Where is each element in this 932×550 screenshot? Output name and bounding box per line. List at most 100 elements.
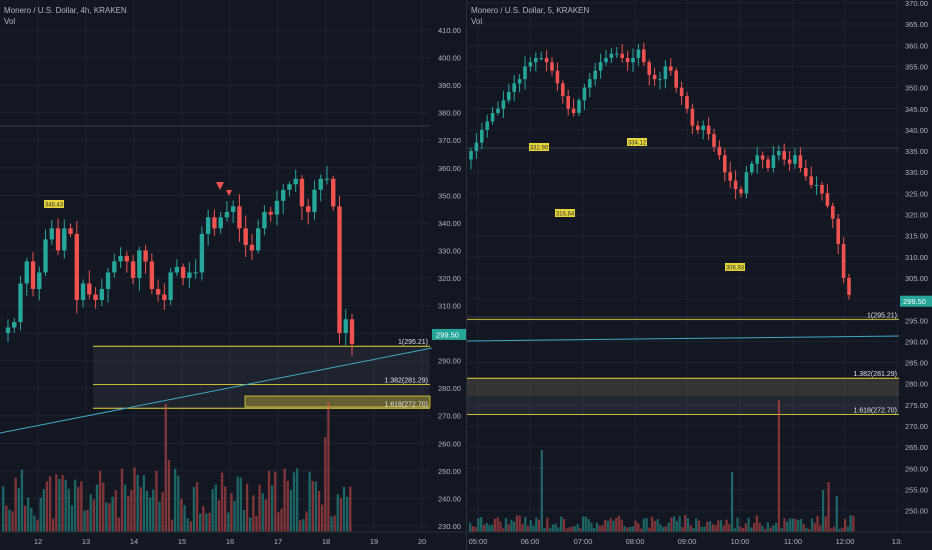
- fib-level-label: 1(295.21): [398, 339, 428, 346]
- price-axis-label: 280.00: [438, 384, 461, 393]
- candle-body: [620, 53, 624, 58]
- time-axis-label: 15: [178, 537, 186, 546]
- volume-bar: [761, 526, 764, 532]
- volume-bar: [277, 512, 280, 532]
- candle-body: [566, 96, 570, 109]
- price-axis-label: 325.00: [905, 189, 928, 198]
- volume-bar: [58, 479, 61, 532]
- volume-bar: [794, 518, 797, 532]
- volume-bar: [48, 475, 52, 532]
- volume-bar: [471, 526, 475, 532]
- price-axis-label: 250.00: [438, 467, 461, 476]
- volume-bar: [775, 522, 778, 532]
- trend-line: [467, 335, 900, 342]
- candle-body: [787, 159, 792, 164]
- volume-bar: [224, 486, 227, 532]
- annotation-box: [44, 200, 64, 208]
- volume-bar: [772, 525, 775, 532]
- fib-level-label: 1.618(272.70): [384, 401, 428, 408]
- annotation-box: [627, 138, 647, 146]
- volume-bar: [764, 528, 767, 532]
- candle-body: [149, 261, 155, 289]
- volume-bar: [838, 528, 841, 532]
- price-axis-label: 320.00: [905, 211, 928, 220]
- volume-bar: [102, 482, 105, 532]
- right-chart-pane[interactable]: Monero / U.S. Dollar, 5, KRAKEN Vol 1(29…: [466, 0, 932, 550]
- volume-bar: [568, 527, 571, 532]
- volume-bar: [543, 527, 546, 532]
- right-chart-canvas[interactable]: 1(295.21) 1.382(281.29) 1.618(272.70) 332.9…: [467, 0, 932, 550]
- volume-bar: [42, 489, 45, 532]
- price-axis-label: 290.00: [438, 357, 461, 366]
- volume-bar: [700, 526, 703, 532]
- volume-bar: [664, 526, 668, 532]
- volume-bar: [258, 484, 261, 532]
- candle-body: [744, 172, 749, 194]
- candle-body: [728, 172, 732, 181]
- price-axis-label: 350.00: [905, 84, 928, 93]
- left-chart-pane[interactable]: Monero / U.S. Dollar, 4h, KRAKEN Vol 1(2…: [0, 0, 466, 550]
- candle-body: [609, 53, 614, 58]
- volume-bar: [252, 495, 255, 532]
- right-candles: [469, 42, 851, 300]
- volume-bar: [164, 404, 167, 532]
- volume-bar: [242, 510, 246, 532]
- annotation-box: [529, 143, 549, 151]
- candle-body: [696, 125, 700, 130]
- fib-zone: [467, 378, 899, 396]
- volume-bar: [808, 528, 811, 532]
- candle-body: [679, 87, 684, 97]
- volume-bar: [205, 513, 208, 532]
- left-chart-canvas[interactable]: 1(295.21) 1.382(281.29) 1.618(272.70) 348.4…: [0, 0, 466, 550]
- candle-body: [669, 66, 673, 71]
- volume-bar: [189, 521, 192, 532]
- volume-bar: [133, 467, 136, 532]
- candle-body: [593, 70, 597, 80]
- price-axis-label: 250.00: [905, 507, 928, 516]
- time-axis-label: 09:00: [678, 537, 697, 546]
- volume-bar: [174, 468, 177, 532]
- volume-bar: [711, 524, 714, 532]
- candle-body: [625, 57, 630, 63]
- candle-body: [652, 74, 657, 80]
- annotation-box: [555, 209, 575, 217]
- candle-body: [299, 178, 305, 207]
- volume-bar: [631, 526, 634, 532]
- price-axis-label: 330.00: [905, 168, 928, 177]
- volume-bar: [639, 528, 643, 532]
- volume-bar: [598, 525, 601, 532]
- fib-zone: [93, 346, 430, 409]
- candle-body: [739, 189, 743, 194]
- volume-bar: [27, 497, 30, 532]
- volume-bar: [186, 518, 189, 532]
- volume-bar: [609, 518, 612, 532]
- volume-bar: [192, 487, 196, 532]
- candle-body: [187, 272, 192, 278]
- volume-bar: [324, 437, 327, 532]
- volume-bar: [675, 521, 679, 532]
- current-price-tag: [432, 328, 466, 340]
- volume-bar: [477, 518, 480, 532]
- volume-bar: [799, 519, 803, 532]
- candle-body: [814, 184, 819, 186]
- volume-bar: [524, 517, 527, 532]
- volume-bar: [714, 525, 717, 532]
- volume-bar: [195, 482, 199, 532]
- time-axis-label: 20: [418, 537, 426, 546]
- candle-body: [5, 327, 11, 334]
- fib-level-label: 1(295.21): [867, 312, 897, 319]
- volume-bar: [270, 485, 274, 532]
- candle-body: [804, 167, 808, 177]
- volume-bar: [551, 524, 554, 532]
- volume-bar: [5, 505, 8, 532]
- volume-bar: [819, 525, 822, 532]
- volume-bar: [180, 498, 183, 532]
- right-volume: [469, 400, 855, 532]
- candle-body: [663, 66, 668, 80]
- volume-bar: [8, 509, 11, 532]
- volume-bar: [86, 509, 89, 532]
- volume-bar: [274, 471, 277, 532]
- volume-bar: [208, 512, 211, 532]
- volume-bar: [202, 506, 205, 532]
- volume-bar: [67, 488, 70, 532]
